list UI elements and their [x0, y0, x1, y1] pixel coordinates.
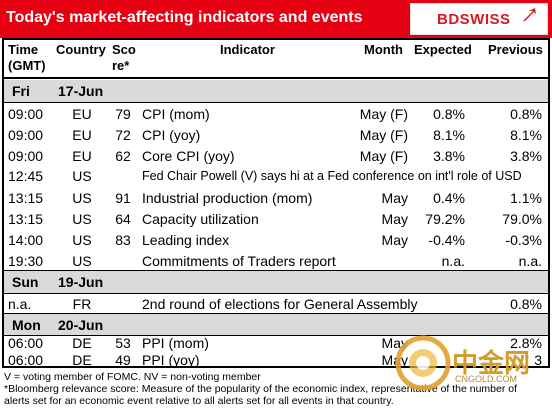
day-name: Sun — [12, 274, 39, 290]
row-previous: 79.0% — [502, 211, 542, 227]
header-bar: Today's market-affecting indicators and … — [0, 0, 552, 38]
day-name: Fri — [12, 83, 30, 99]
row-previous: 3 — [534, 352, 542, 368]
header-expected: Expected — [414, 42, 472, 57]
row-country: FR — [72, 296, 92, 312]
row-time: 09:00 — [8, 106, 44, 122]
row-country: US — [72, 253, 92, 269]
row-expected: 3.8% — [433, 148, 465, 164]
row-indicator: Core CPI (yoy) — [142, 148, 235, 164]
footnote-score-cont: alerts set for an economic event relativ… — [4, 395, 394, 407]
row-time: 13:15 — [8, 211, 44, 227]
header-time: Time (GMT) — [8, 42, 46, 73]
header-indicator: Indicator — [220, 42, 275, 57]
day-rule — [4, 102, 548, 103]
row-country: EU — [72, 148, 92, 164]
header-rule — [2, 77, 550, 79]
row-indicator: PPI (yoy) — [142, 352, 200, 368]
row-time: 09:00 — [8, 127, 44, 143]
row-month: May — [381, 190, 408, 206]
row-time: 06:00 — [8, 352, 44, 368]
footnote-voting: V = voting member of FOMC. NV = non-voti… — [4, 371, 261, 383]
day-date: 20-Jun — [58, 317, 104, 333]
row-indicator: 2nd round of elections for General Assem… — [142, 296, 418, 312]
row-indicator: Commitments of Traders report — [142, 253, 336, 269]
day-row-fri: Fri 17-Jun — [4, 80, 548, 102]
row-score: 49 — [115, 352, 131, 368]
row-expected: -0.4% — [428, 232, 465, 248]
row-month: May (F) — [359, 127, 408, 143]
row-previous: 3.8% — [510, 148, 542, 164]
footnote-score: *Bloomberg relevance score: Measure of t… — [4, 383, 518, 395]
cngold-watermark-icon — [395, 335, 451, 391]
row-indicator: CPI (yoy) — [142, 127, 201, 143]
row-score: 72 — [115, 127, 131, 143]
row-time: 19:30 — [8, 253, 44, 269]
row-time: 09:00 — [8, 148, 44, 164]
day-name: Mon — [12, 317, 41, 333]
row-previous: n.a. — [518, 253, 542, 269]
row-expected: 0.8% — [433, 106, 465, 122]
row-time: n.a. — [8, 296, 32, 312]
day-date: 19-Jun — [58, 274, 104, 290]
day-row-mon: Mon 20-Jun — [4, 314, 548, 336]
header-score: Sco re* — [112, 42, 136, 73]
logo-text: BDSWISS — [437, 11, 511, 28]
row-score: 91 — [115, 190, 131, 206]
day-rule — [4, 335, 548, 336]
row-indicator: Capacity utilization — [142, 211, 259, 227]
row-expected: 8.1% — [433, 127, 465, 143]
row-country: US — [72, 232, 92, 248]
row-indicator: Leading index — [142, 232, 230, 248]
row-country: EU — [72, 127, 92, 143]
row-country: DE — [72, 352, 92, 368]
logo-arrow-icon — [523, 8, 536, 21]
day-rule — [4, 293, 548, 294]
header-previous: Previous — [488, 42, 543, 57]
header-month: Month — [364, 42, 403, 57]
header-country: Country — [56, 42, 106, 57]
row-expected: n.a. — [441, 253, 465, 269]
row-month: May (F) — [359, 148, 408, 164]
row-expected: 0.4% — [433, 190, 465, 206]
day-rule — [4, 270, 548, 271]
row-previous: 8.1% — [510, 127, 542, 143]
row-indicator: PPI (mom) — [142, 335, 209, 351]
table-frame — [2, 38, 550, 368]
bdswiss-logo: BDSWISS — [410, 3, 548, 35]
row-previous: 2.8% — [510, 335, 542, 351]
row-previous: 1.1% — [510, 190, 542, 206]
row-country: DE — [72, 335, 92, 351]
row-expected: 79.2% — [425, 211, 465, 227]
row-previous: -0.3% — [505, 232, 542, 248]
page-title: Today's market-affecting indicators and … — [6, 9, 363, 26]
watermark-sub: CNGOLD.COM — [455, 374, 518, 384]
row-country: US — [72, 211, 92, 227]
row-score: 53 — [115, 335, 131, 351]
row-indicator: Fed Chair Powell (V) says hi at a Fed co… — [142, 169, 522, 183]
row-previous: 0.8% — [510, 106, 542, 122]
row-month: May (F) — [359, 106, 408, 122]
row-score: 79 — [115, 106, 131, 122]
row-country: EU — [72, 106, 92, 122]
row-month: May — [381, 211, 408, 227]
day-date: 17-Jun — [58, 83, 104, 99]
row-score: 64 — [115, 211, 131, 227]
row-time: 13:15 — [8, 190, 44, 206]
row-time: 12:45 — [8, 168, 44, 184]
row-country: US — [72, 190, 92, 206]
row-time: 06:00 — [8, 335, 44, 351]
day-row-sun: Sun 19-Jun — [4, 271, 548, 293]
row-indicator: CPI (mom) — [142, 106, 210, 122]
row-time: 14:00 — [8, 232, 44, 248]
row-indicator: Industrial production (mom) — [142, 190, 313, 206]
row-country: US — [72, 168, 92, 184]
watermark-text: 中金网 — [452, 348, 531, 378]
day-rule — [4, 313, 548, 314]
row-month: May — [381, 232, 408, 248]
row-score: 83 — [115, 232, 131, 248]
row-previous: 0.8% — [510, 296, 542, 312]
row-score: 62 — [115, 148, 131, 164]
